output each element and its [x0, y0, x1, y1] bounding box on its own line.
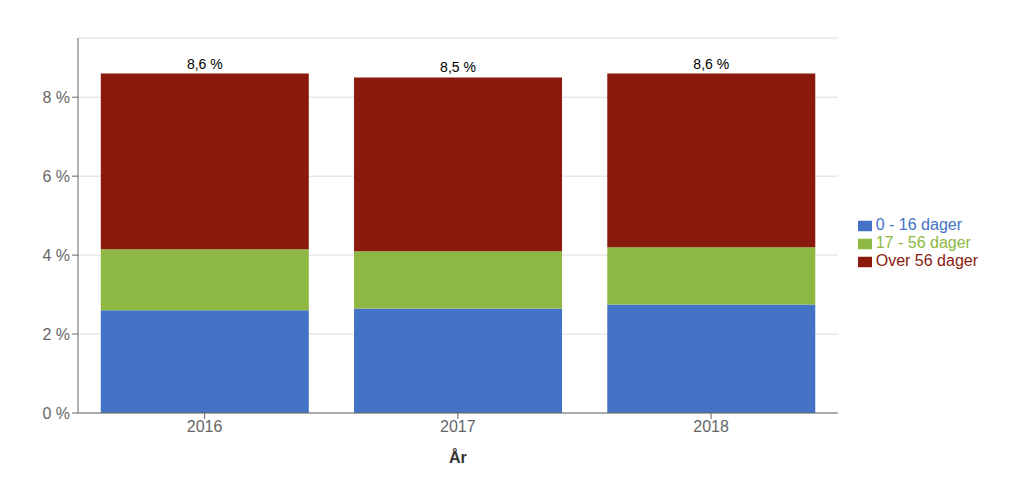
svg-text:0 %: 0 % — [42, 405, 70, 422]
svg-text:8,6 %: 8,6 % — [187, 56, 223, 72]
svg-text:4 %: 4 % — [42, 247, 70, 264]
svg-text:8,6 %: 8,6 % — [693, 56, 729, 72]
svg-text:8,5 %: 8,5 % — [440, 59, 476, 75]
svg-text:2017: 2017 — [440, 418, 476, 435]
svg-text:2018: 2018 — [693, 418, 729, 435]
html-text:17 - 56 dager: 17 - 56 dager — [875, 234, 971, 251]
svg-text:2016: 2016 — [187, 418, 223, 435]
html-text:Over 56 dager: Over 56 dager — [875, 252, 978, 269]
svg-text:6 %: 6 % — [42, 168, 70, 185]
svg-text:År: År — [449, 448, 467, 466]
svg-text:2 %: 2 % — [42, 326, 70, 343]
html-text:0 - 16 dager: 0 - 16 dager — [875, 216, 962, 233]
svg-text:8 %: 8 % — [42, 89, 70, 106]
